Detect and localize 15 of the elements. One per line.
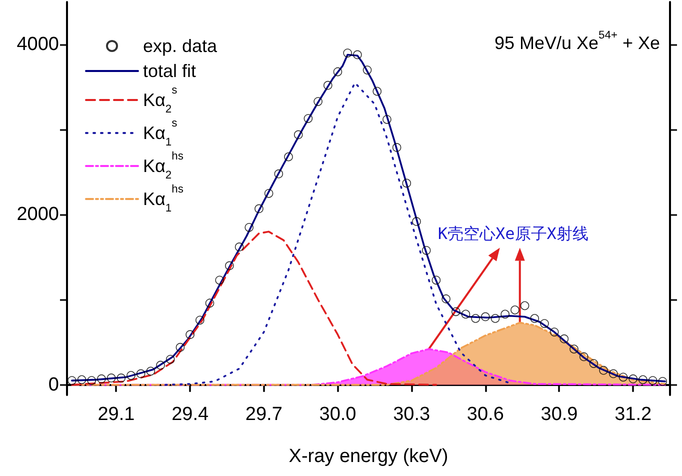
legend-label: total fit [143, 61, 196, 81]
legend-label: exp. data [143, 36, 218, 56]
y-tick-label: 2000 [16, 204, 59, 226]
x-tick-label: 29.1 [98, 404, 135, 425]
x-tick-label: 29.4 [172, 404, 209, 425]
x-tick-label: 30.6 [466, 404, 504, 425]
y-tick-label: 4000 [16, 34, 59, 56]
annotation: K壳空心Xe原子X射线 [438, 224, 588, 244]
text: 30.0 [319, 404, 356, 425]
x-tick-label: 30.9 [540, 404, 578, 425]
x-tick-label: 29.7 [245, 404, 282, 425]
y-tick-label: 0 [48, 374, 59, 396]
x-tick-label: 31.2 [614, 404, 652, 425]
x-axis-title: X-ray energy (keV) [288, 446, 448, 467]
x-tick-label: 30.3 [393, 404, 430, 425]
